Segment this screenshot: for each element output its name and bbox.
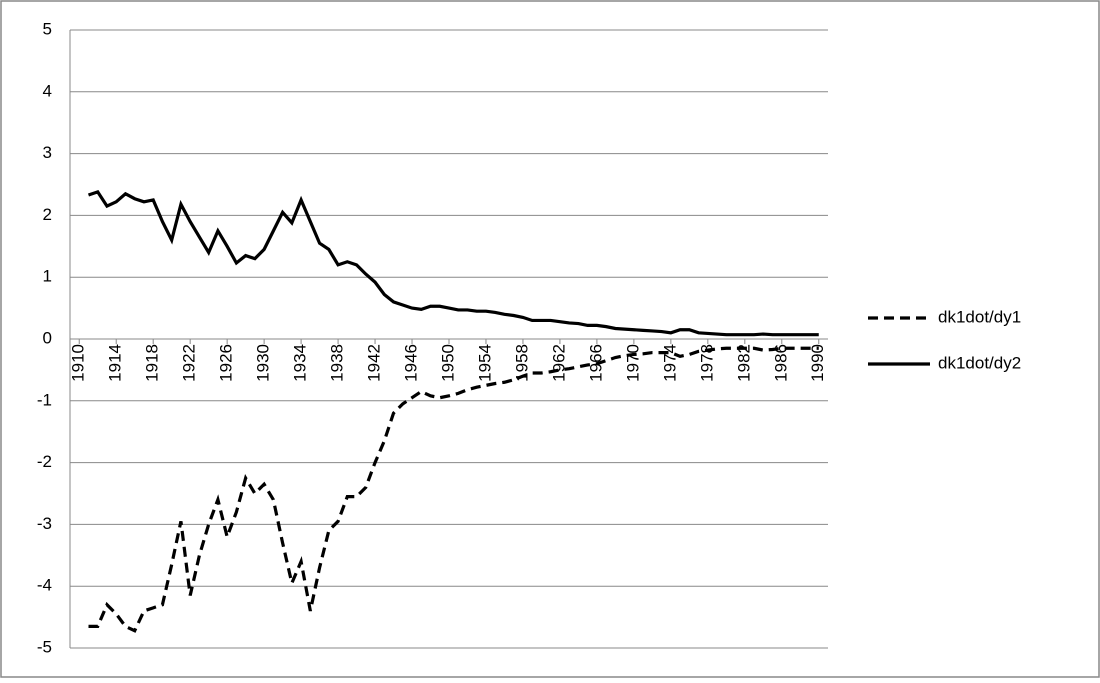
y-tick-label: -1 xyxy=(37,390,52,409)
x-tick-label: 1978 xyxy=(697,344,716,382)
y-tick-label: -3 xyxy=(37,514,52,533)
x-tick-label: 1922 xyxy=(180,344,199,382)
x-tick-label: 1962 xyxy=(549,344,568,382)
y-tick-label: 0 xyxy=(43,328,52,347)
x-tick-label: 1970 xyxy=(623,344,642,382)
x-tick-label: 1986 xyxy=(771,344,790,382)
x-tick-label: 1958 xyxy=(512,344,531,382)
y-tick-label: 1 xyxy=(43,267,52,286)
legend-label: dk1dot/dy2 xyxy=(938,353,1021,372)
x-tick-label: 1926 xyxy=(217,344,236,382)
x-tick-label: 1914 xyxy=(106,344,125,382)
legend-label: dk1dot/dy1 xyxy=(938,307,1021,326)
x-tick-label: 1990 xyxy=(808,344,827,382)
y-tick-label: 2 xyxy=(43,205,52,224)
x-tick-label: 1982 xyxy=(734,344,753,382)
series-line xyxy=(87,190,819,337)
x-tick-label: 1938 xyxy=(328,344,347,382)
y-tick-label: -4 xyxy=(37,576,52,595)
x-tick-label: 1974 xyxy=(660,344,679,382)
x-tick-label: 1918 xyxy=(143,344,162,382)
x-tick-label: 1954 xyxy=(475,344,494,382)
y-tick-label: 3 xyxy=(43,143,52,162)
x-tick-label: 1942 xyxy=(365,344,384,382)
x-tick-label: 1910 xyxy=(69,344,88,382)
x-tick-label: 1930 xyxy=(254,344,273,382)
y-tick-label: 5 xyxy=(43,19,52,38)
y-tick-label: -5 xyxy=(37,637,52,656)
x-tick-label: 1950 xyxy=(438,344,457,382)
y-tick-label: -2 xyxy=(37,452,52,471)
x-tick-label: 1934 xyxy=(291,344,310,382)
y-tick-label: 4 xyxy=(43,81,52,100)
series-line xyxy=(88,346,819,633)
x-tick-label: 1946 xyxy=(402,344,421,382)
